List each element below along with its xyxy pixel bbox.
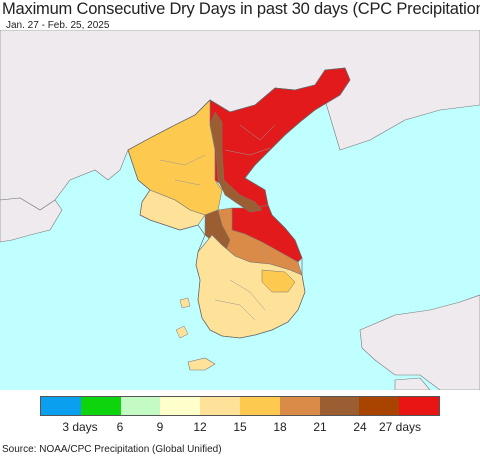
shandong-coast bbox=[0, 197, 63, 243]
legend-color-bar bbox=[40, 396, 440, 416]
legend-tick-label: 9 bbox=[156, 420, 164, 434]
map-title: Maximum Consecutive Dry Days in past 30 … bbox=[2, 0, 480, 18]
legend-swatch bbox=[279, 397, 320, 415]
legend-tick-label: 21 bbox=[313, 420, 327, 434]
legend-tick-label: 15 bbox=[233, 420, 247, 434]
japan-island bbox=[394, 377, 431, 390]
legend-swatch bbox=[120, 397, 161, 415]
legend-swatch bbox=[41, 397, 81, 415]
legend-tick-label: 18 bbox=[273, 420, 287, 434]
sk-west-islands bbox=[175, 297, 191, 339]
legend-swatch bbox=[399, 397, 439, 415]
sk-orange-patch bbox=[261, 269, 296, 293]
province-borders bbox=[159, 124, 276, 321]
korea-outline bbox=[127, 67, 351, 339]
legend-swatch bbox=[200, 397, 240, 415]
legend-swatch bbox=[160, 397, 201, 415]
dry-days-map bbox=[0, 30, 480, 390]
legend-swatch bbox=[80, 397, 121, 415]
legend-swatch bbox=[319, 397, 360, 415]
legend-swatch bbox=[359, 397, 400, 415]
legend-tick-label: 24 bbox=[353, 420, 367, 434]
data-source: Source: NOAA/CPC Precipitation (Global U… bbox=[2, 444, 222, 455]
legend-tick-label: 27 days bbox=[378, 420, 422, 434]
date-range: Jan. 27 - Feb. 25, 2025 bbox=[6, 20, 110, 31]
legend-tick-label: 3 days bbox=[62, 420, 98, 434]
dmz-brown-band bbox=[209, 111, 263, 213]
legend-tick-label: 6 bbox=[116, 420, 124, 434]
legend-tick-label: 12 bbox=[193, 420, 207, 434]
legend-swatch bbox=[239, 397, 280, 415]
japan-land bbox=[359, 294, 480, 390]
jeju-island bbox=[187, 357, 216, 371]
